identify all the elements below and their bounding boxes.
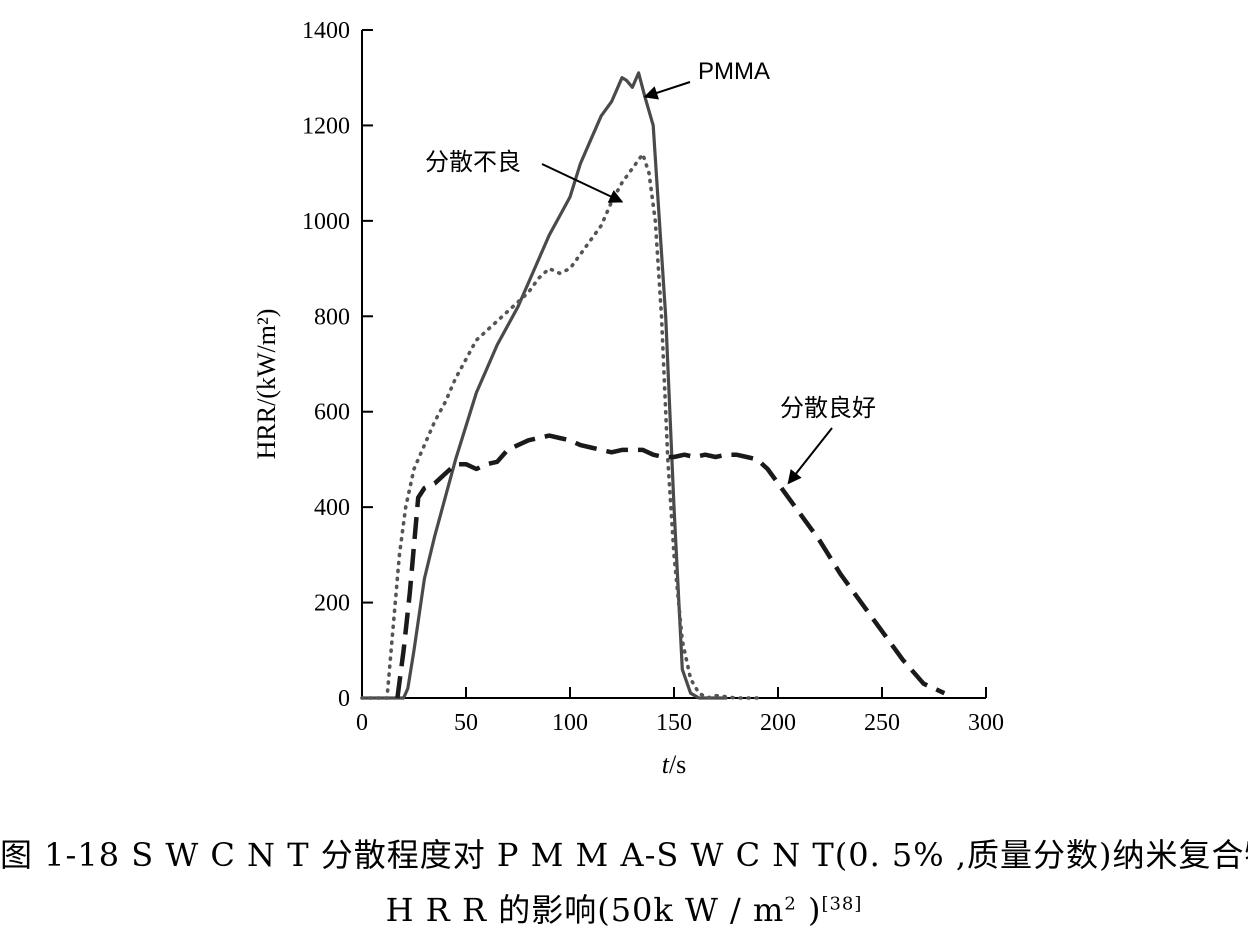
y-tick-label: 1000 <box>302 209 350 235</box>
y-tick-label: 200 <box>314 591 350 617</box>
annotation-pmma-arrow <box>643 81 691 100</box>
x-tick-label: 0 <box>356 710 368 736</box>
series-line-1 <box>360 71 728 700</box>
series-line-2 <box>360 152 760 700</box>
y-tick-label: 1400 <box>302 18 350 44</box>
caption-text-2: H R R 的影响(50k W / m <box>385 891 785 929</box>
y-tick-label: 1200 <box>302 113 350 139</box>
x-tick-label: 200 <box>760 710 796 736</box>
y-tick-label: 600 <box>314 400 350 426</box>
y-axis-title: HRR/(kW/m²) <box>252 309 281 460</box>
hrr-chart: 0 50 100 150 200 250 300 0 200 400 600 800 1000 1200 1… <box>252 18 1004 779</box>
caption-close: ) <box>796 891 822 929</box>
x-tick-label: 100 <box>552 710 588 736</box>
figure-caption-line-2: H R R 的影响(50k W / m2 )[38] <box>0 885 1248 931</box>
annotation-good-dispersion-label: 分散良好 <box>780 394 876 422</box>
x-tick-label: 50 <box>454 710 478 736</box>
x-tick-label: 150 <box>656 710 692 736</box>
y-tick-label: 400 <box>314 495 350 521</box>
caption-superscript: 2 <box>784 893 797 915</box>
figure-caption-line-1: 图 1-18 S W C N T 分散程度对 P M M A-S W C N T… <box>0 830 1248 876</box>
x-axis-title: t/s <box>662 750 687 779</box>
chart-axes: 0 50 100 150 200 250 300 0 200 400 600 800 1000 1200 1… <box>252 18 1004 779</box>
series-line-3 <box>395 433 946 699</box>
x-tick-label: 300 <box>968 710 1004 736</box>
caption-reference: [38] <box>821 893 863 915</box>
y-tick-label: 800 <box>314 304 350 330</box>
annotation-poor-dispersion-label: 分散不良 <box>425 148 521 176</box>
annotation-good-dispersion-arrow <box>787 427 833 485</box>
annotation-pmma-label: PMMA <box>698 58 770 85</box>
x-tick-label: 250 <box>864 710 900 736</box>
caption-text-1: 图 1-18 S W C N T 分散程度对 P M M A-S W C N T… <box>0 836 1248 874</box>
y-tick-label: 0 <box>338 686 350 712</box>
annotation-poor-dispersion-arrow <box>541 163 624 203</box>
